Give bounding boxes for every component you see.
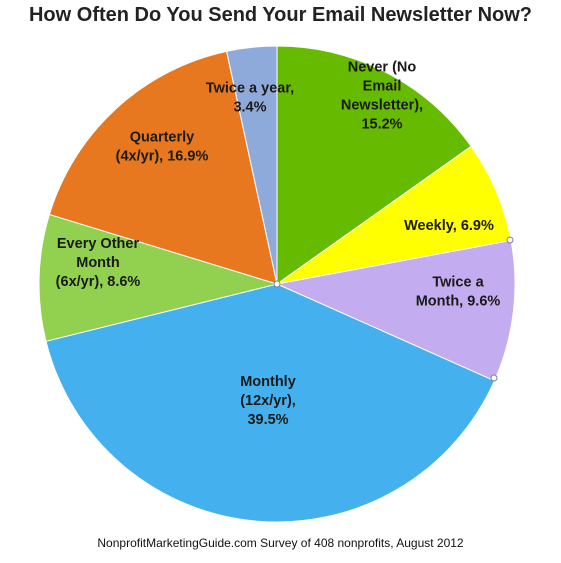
slice-label-6: Twice a year, 3.4% xyxy=(206,81,294,116)
slice-label-3: Monthly (12x/yr), 39.5% xyxy=(240,374,296,428)
chart-title: How Often Do You Send Your Email Newslet… xyxy=(28,4,533,26)
slice-label-2: Twice a Month, 9.6% xyxy=(416,275,501,310)
pie-labels: Never (No Email Newsletter), 15.2% Weekly, 6… xyxy=(56,60,514,428)
pie-slice-2 xyxy=(275,239,516,382)
slice-label-1: Weekly, 6.9% xyxy=(404,218,494,234)
pie-slice-3 xyxy=(45,283,496,523)
selection-handle-2 xyxy=(490,374,498,382)
chart-source-note: NonprofitMarketingGuide.com Survey of 40… xyxy=(97,536,464,550)
pie-slices xyxy=(38,45,516,523)
selection-handle-0 xyxy=(273,280,281,288)
pie-slice-6 xyxy=(225,45,278,285)
slice-label-5: Quarterly (4x/yr), 16.9% xyxy=(116,130,209,165)
slice-label-4: Every Other Month (6x/yr), 8.6% xyxy=(56,236,141,290)
pie-slice-5 xyxy=(48,50,278,285)
pie-slice-4 xyxy=(38,213,279,342)
pie-slice-0 xyxy=(276,45,472,285)
selection-handle-1 xyxy=(506,236,514,244)
slice-label-0: Never (No Email Newsletter), 15.2% xyxy=(341,60,423,133)
